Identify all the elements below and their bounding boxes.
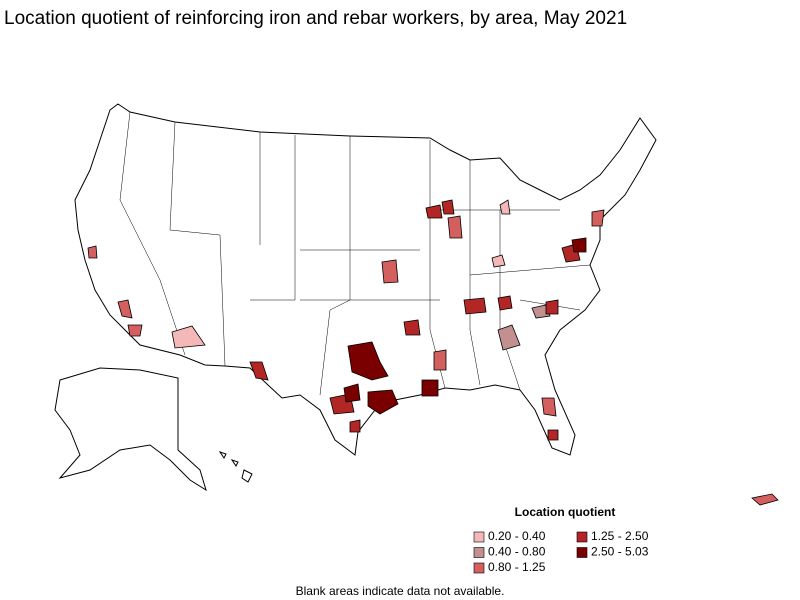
us-outline bbox=[74, 103, 657, 456]
map-title: Location quotient of reinforcing iron an… bbox=[4, 8, 627, 29]
area-chicago bbox=[441, 199, 455, 215]
area-bayarea bbox=[87, 245, 98, 259]
legend-swatch bbox=[473, 562, 485, 574]
area-arizona bbox=[171, 325, 206, 349]
legend-swatch bbox=[576, 547, 588, 558]
area-florida bbox=[541, 397, 557, 417]
area-maryland bbox=[571, 237, 587, 253]
area-tennessee bbox=[463, 297, 487, 315]
legend-label: 0.20 - 0.40 bbox=[488, 529, 546, 543]
area-dallas bbox=[347, 341, 389, 381]
legend-swatch bbox=[576, 531, 588, 543]
map bbox=[54, 103, 779, 506]
area-kansas bbox=[381, 259, 399, 284]
legend-label: 0.80 - 1.25 bbox=[488, 560, 546, 574]
area-socal bbox=[117, 299, 133, 319]
area-elpaso bbox=[249, 361, 269, 381]
legend-label: 1.25 - 2.50 bbox=[591, 529, 649, 543]
area-alabama bbox=[433, 349, 447, 371]
area-corpus bbox=[349, 419, 361, 433]
legend: Location quotient 0.20 - 0.40 0.40 - 0.80… bbox=[473, 505, 649, 574]
area-sanantonio bbox=[343, 383, 361, 403]
area-ohio bbox=[491, 254, 506, 268]
legend-swatch bbox=[473, 547, 485, 558]
area-sc bbox=[531, 304, 551, 319]
area-louisiana bbox=[421, 379, 439, 397]
area-tampa bbox=[547, 429, 559, 441]
area-sandiego bbox=[127, 324, 143, 337]
legend-title: Location quotient bbox=[515, 505, 616, 519]
legend-label: 2.50 - 5.03 bbox=[591, 545, 649, 559]
area-knoxville bbox=[497, 295, 513, 311]
area-wisconsin bbox=[425, 204, 443, 219]
hawaii bbox=[218, 451, 253, 483]
legend-swatch bbox=[473, 531, 485, 543]
area-oklahoma bbox=[403, 319, 421, 336]
state-borders bbox=[119, 111, 591, 396]
area-ny bbox=[591, 209, 605, 227]
puerto-rico bbox=[751, 493, 779, 506]
area-nc bbox=[545, 299, 559, 315]
area-houston bbox=[367, 389, 399, 415]
area-georgia bbox=[497, 324, 521, 351]
footnote: Blank areas indicate data not available. bbox=[296, 584, 505, 598]
area-michigan bbox=[499, 199, 511, 215]
alaska bbox=[54, 367, 207, 492]
legend-label: 0.40 - 0.80 bbox=[488, 545, 546, 559]
area-illinois bbox=[447, 215, 463, 239]
